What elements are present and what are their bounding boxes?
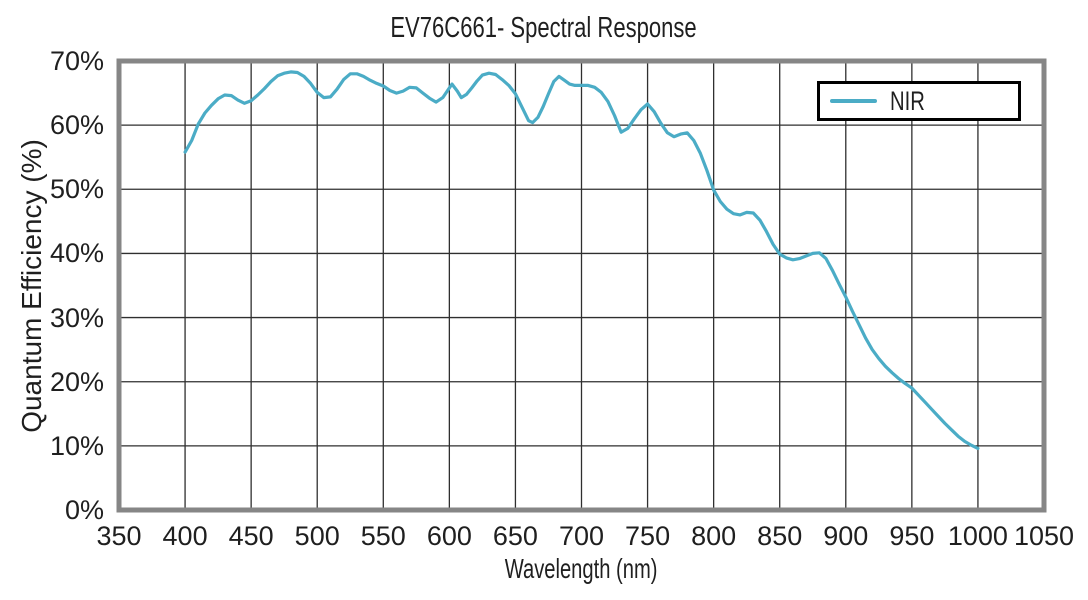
y-tick-label: 70% (49, 46, 104, 76)
x-tick-label: 750 (625, 521, 671, 551)
y-tick-label: 50% (49, 174, 104, 205)
x-tick-label: 450 (228, 521, 274, 551)
y-tick-label: 60% (49, 110, 104, 141)
x-tick-label: 1050 (1013, 521, 1075, 551)
x-axis-title: Wavelength (nm) (119, 553, 1044, 585)
x-tick-label: 1000 (947, 521, 1008, 551)
y-tick-label: 0% (64, 495, 104, 525)
x-tick-label: 850 (757, 521, 803, 551)
y-tick-label: 30% (49, 302, 104, 333)
x-tick-label: 950 (889, 521, 935, 551)
y-tick-label: 10% (49, 430, 104, 461)
y-tick-label: 20% (49, 366, 104, 397)
x-tick-label: 900 (823, 521, 869, 551)
y-axis-title: Quantum Efficiency (%) (16, 139, 47, 433)
x-tick-label: 600 (426, 521, 472, 551)
y-tick-label: 40% (49, 238, 104, 269)
chart-title: EV76C661- Spectral Response (0, 12, 1088, 45)
x-tick-label: 650 (492, 521, 538, 551)
x-tick-label: 500 (294, 521, 340, 551)
x-tick-label: 400 (162, 521, 208, 551)
legend-label-nir: NIR (890, 85, 925, 116)
x-tick-label: 700 (558, 521, 605, 551)
x-tick-label: 550 (360, 521, 406, 551)
chart-title-text: EV76C661- Spectral Response (390, 12, 698, 44)
legend: NIR (817, 81, 1021, 121)
x-tick-label: 800 (691, 521, 737, 551)
x-tick-label: 350 (96, 521, 142, 551)
legend-line-swatch (830, 99, 877, 103)
x-axis-title-text: Wavelength (nm) (505, 553, 658, 584)
